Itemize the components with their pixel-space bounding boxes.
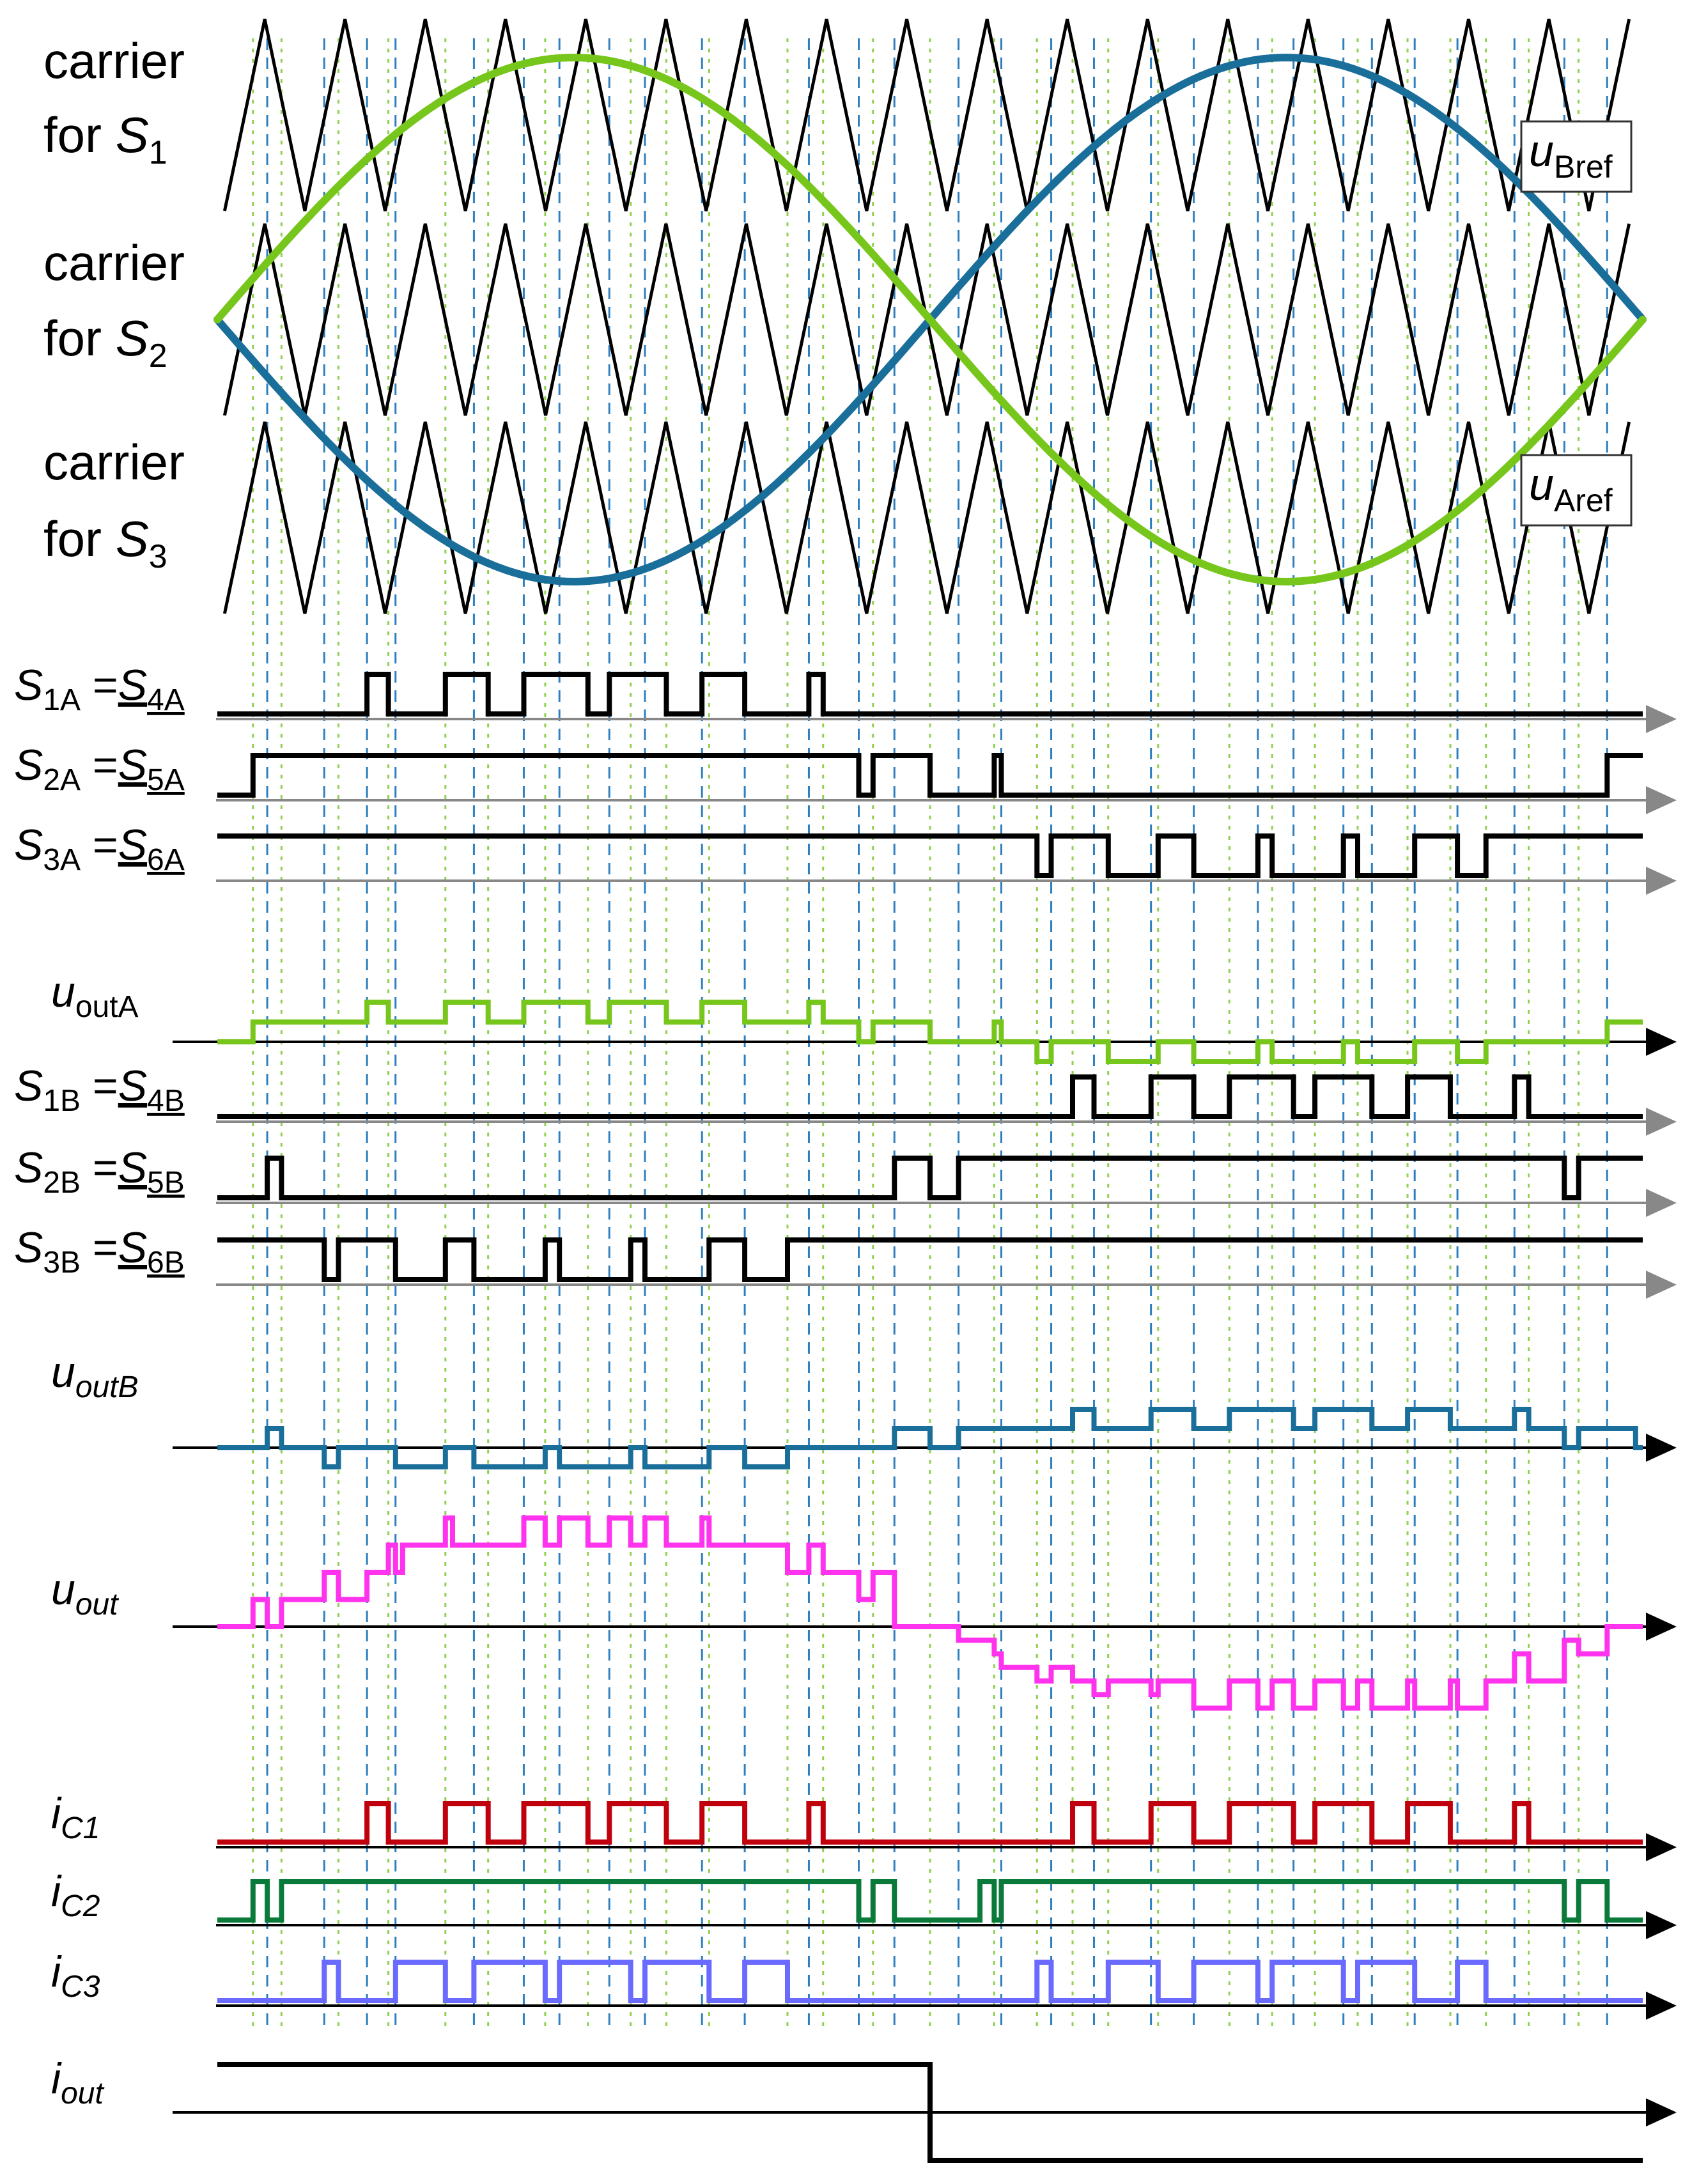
trace-label: S2A =S5A [14, 741, 185, 797]
trace-s2b: S2B =S5B [14, 1143, 1677, 1217]
trace-ic2: iC2 [51, 1867, 1677, 1939]
trace-s3b: S3B =S6B [14, 1223, 1677, 1299]
carrier-label-line1: carrier [43, 235, 185, 291]
carrier-labels: carrier for S1 carrier for S2 carrier for S3 [43, 33, 185, 575]
arrow-icon [1646, 1434, 1677, 1462]
trace-label: S1B =S4B [14, 1062, 185, 1118]
trace-uouta: uoutA [51, 968, 1677, 1064]
arrow-icon [1646, 1911, 1677, 1939]
trace-s1a: S1A =S4A [14, 661, 1677, 733]
arrow-icon [1646, 1992, 1677, 2020]
arrow-icon [1646, 2098, 1677, 2126]
trace-s1b: S1B =S4B [14, 1062, 1677, 1136]
trace-uout: uout [51, 1515, 1677, 1711]
trace-waveform [217, 1515, 1643, 1711]
carrier-label-line2: for S3 [43, 511, 167, 575]
trace-waveform [217, 1000, 1643, 1064]
trace-label: S3A =S6A [14, 821, 185, 877]
arrow-icon [1646, 1108, 1677, 1136]
trace-waveform [217, 1407, 1643, 1469]
trace-waveform [217, 833, 1643, 878]
trace-label: iC1 [51, 1789, 100, 1845]
trace-label: S3B =S6B [14, 1223, 185, 1280]
arrow-icon [1646, 1271, 1677, 1299]
arrow-icon [1646, 786, 1677, 814]
switching-traces: S1A =S4A S2A =S5A S3A =S6A uoutA S1B =S4B S2B… [14, 661, 1677, 2163]
trace-waveform [217, 1960, 1643, 2003]
ref-label-b: uBref [1520, 120, 1633, 193]
trace-label: iC3 [51, 1948, 100, 2004]
trace-label: uout [51, 1565, 119, 1622]
arrow-icon [1646, 1028, 1677, 1056]
trace-label: uoutB [51, 1348, 139, 1404]
trace-label: iout [51, 2054, 105, 2110]
ref-label-a: uAref [1520, 454, 1633, 527]
carrier-label-line2: for S1 [43, 107, 167, 171]
carrier-label-line1: carrier [43, 33, 185, 89]
carrier-wave-s1 [222, 19, 1631, 212]
arrow-icon [1646, 1833, 1677, 1861]
reference-sinusoids [213, 53, 1647, 586]
carrier-label-line1: carrier [43, 434, 185, 490]
carrier-label-s1: carrier for S1 [43, 33, 185, 171]
carrier-label-line2: for S2 [43, 310, 167, 375]
ref-label-box [1520, 454, 1633, 527]
carrier-label-s2: carrier for S2 [43, 235, 185, 375]
trace-label: uoutA [51, 968, 139, 1024]
trace-label: S2B =S5B [14, 1143, 185, 1200]
ref-label-box [1520, 120, 1633, 193]
arrow-icon [1646, 705, 1677, 733]
carrier-wave-s3 [222, 421, 1631, 614]
trace-waveform [217, 1801, 1643, 1845]
ref-label-text: uAref [1529, 460, 1613, 518]
trace-waveform [217, 1156, 1643, 1200]
reference-a-curve [213, 53, 1647, 586]
arrow-icon [1646, 1189, 1677, 1217]
ref-label-text: uBref [1529, 126, 1613, 185]
trace-waveform [217, 2062, 1643, 2163]
trace-s2a: S2A =S5A [14, 741, 1677, 814]
trace-waveform [217, 1074, 1643, 1119]
arrow-icon [1646, 1613, 1677, 1641]
trace-ic1: iC1 [51, 1789, 1677, 1861]
carrier-label-s3: carrier for S3 [43, 434, 185, 575]
trace-s3a: S3A =S6A [14, 821, 1677, 895]
trace-waveform [217, 753, 1643, 798]
trace-waveform [217, 672, 1643, 716]
trace-iout: iout [51, 2054, 1677, 2163]
trace-waveform [217, 1237, 1643, 1282]
reference-labels: uBref uAref [1520, 120, 1633, 527]
trace-waveform [217, 1879, 1643, 1923]
trace-uoutb: uoutB [51, 1348, 1677, 1469]
trace-ic3: iC3 [51, 1948, 1677, 2020]
arrow-icon [1646, 867, 1677, 895]
trace-label: iC2 [51, 1867, 100, 1923]
trace-label: S1A =S4A [14, 661, 185, 717]
